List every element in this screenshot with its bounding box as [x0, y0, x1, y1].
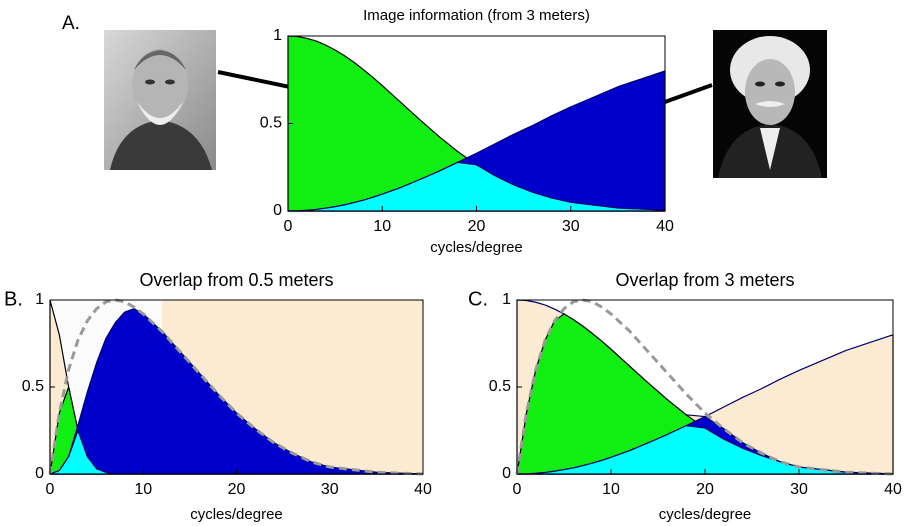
plot: 0 10 20 30 40 0 0.5 1 Overlap from 0.5 meters cyc…: [4, 270, 432, 523]
chart-title: Overlap from 3 meters: [615, 270, 794, 290]
photo-freud: [104, 30, 216, 170]
chart-title: Image information (from 3 meters): [363, 7, 590, 24]
panel-label: A.: [62, 13, 80, 34]
panel-label: C.: [468, 288, 488, 310]
x-tick-label: 30: [562, 218, 580, 235]
y-tick-label: 1: [502, 291, 511, 308]
x-axis-label: cycles/degree: [659, 506, 752, 523]
x-tick-label: 0: [284, 218, 293, 235]
y-tick-label: 0.5: [489, 378, 511, 395]
x-axis-label: cycles/degree: [430, 239, 523, 256]
panel-label: B.: [4, 288, 23, 310]
x-tick-label: 20: [468, 218, 486, 235]
x-tick-label: 10: [373, 218, 391, 235]
figure: 01020304000.51Image information (from 3 …: [0, 0, 911, 526]
x-tick-label: 40: [884, 481, 902, 498]
chart-title: Overlap from 0.5 meters: [139, 270, 333, 290]
plot: 0 10 20 30 40 0 0.5 1 Overlap from 3 meters cycle…: [468, 270, 902, 523]
y-tick-label: 1: [273, 27, 282, 44]
y-tick-label: 0: [273, 202, 282, 219]
x-tick-label: 0: [46, 481, 55, 498]
x-tick-label: 40: [414, 481, 432, 498]
x-tick-label: 40: [656, 218, 674, 235]
x-tick-label: 10: [134, 481, 152, 498]
y-tick-label: 0: [35, 465, 44, 482]
y-tick-label: 0.5: [22, 378, 44, 395]
x-tick-label: 30: [790, 481, 808, 498]
x-axis-label: cycles/degree: [190, 506, 283, 523]
y-tick-label: 0.5: [260, 115, 282, 132]
x-tick-label: 0: [513, 481, 522, 498]
x-tick-label: 30: [321, 481, 339, 498]
photo-einstein: [713, 30, 827, 178]
x-tick-label: 10: [602, 481, 620, 498]
x-tick-label: 20: [696, 481, 714, 498]
y-tick-label: 1: [35, 291, 44, 308]
y-tick-label: 0: [502, 465, 511, 482]
x-tick-label: 20: [228, 481, 246, 498]
